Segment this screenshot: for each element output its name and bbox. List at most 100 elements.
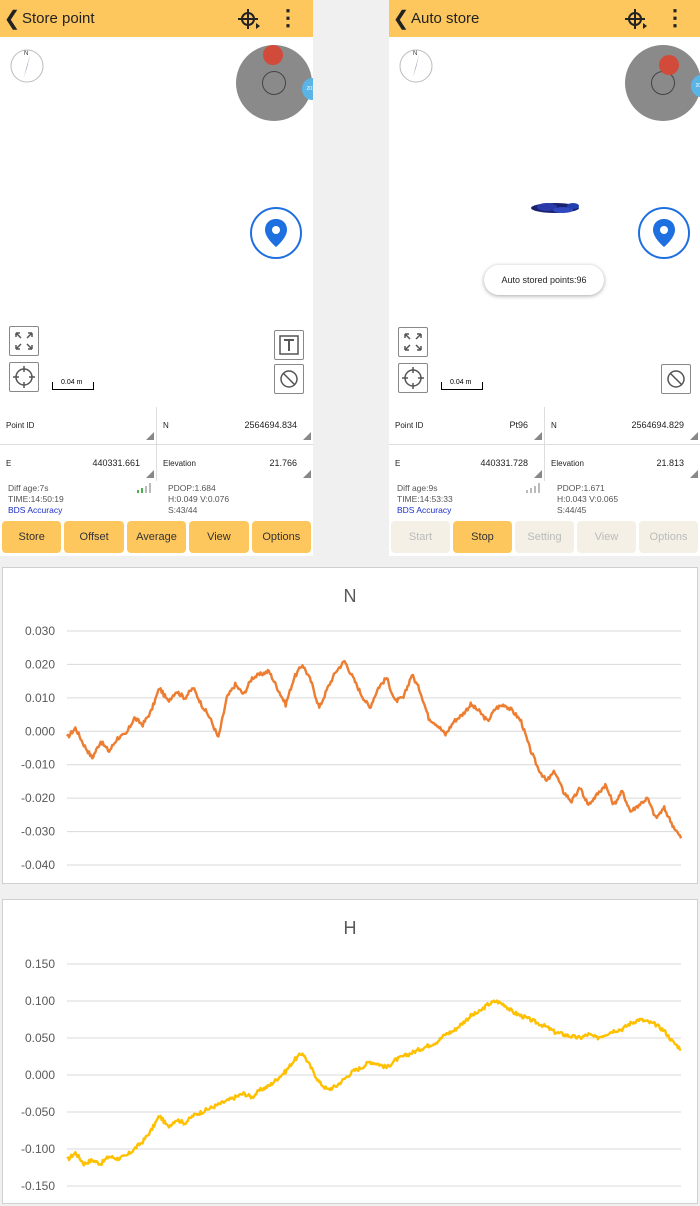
map-scale-bar: 0.04 m xyxy=(52,379,94,390)
zoom-extent-icon xyxy=(404,333,422,351)
setting-button[interactable]: Setting xyxy=(515,521,574,553)
satellites: S:44/45 xyxy=(557,505,587,515)
text-icon xyxy=(279,335,299,355)
locate-button[interactable] xyxy=(638,207,690,259)
field-corner-icon xyxy=(534,432,542,440)
field-value: 2564694.834 xyxy=(244,420,297,430)
status-panel: Diff age:7s TIME:14:50:19 BDS Accuracy P… xyxy=(0,481,313,519)
offset-button[interactable]: Offset xyxy=(64,521,124,553)
scale-label: 0.04 m xyxy=(450,379,472,386)
y-tick-label: 0.050 xyxy=(25,1031,55,1045)
overflow-menu-icon[interactable]: ⋮ xyxy=(277,5,299,30)
elevation-field[interactable]: Elevation 21.813 xyxy=(545,445,700,482)
stored-points-cluster xyxy=(531,203,579,213)
dial-center xyxy=(262,71,286,95)
auto-stored-toast: Auto stored points:96 xyxy=(484,265,604,295)
stop-button[interactable]: Stop xyxy=(453,521,512,553)
chart-h-plot: 0.150 0.100 0.050 0.000 -0.050 -0.100 -0.150 xyxy=(21,957,682,1193)
view-button[interactable]: View xyxy=(577,521,636,553)
store-button[interactable]: Store xyxy=(2,521,62,553)
y-tick-label: 0.030 xyxy=(25,624,55,638)
y-tick-label: 0.150 xyxy=(25,957,55,971)
bds-accuracy: BDS Accuracy xyxy=(397,505,452,515)
overflow-menu-icon[interactable]: ⋮ xyxy=(664,5,686,30)
center-button[interactable] xyxy=(9,362,39,392)
app-bar: ❮ Auto store ⋮ xyxy=(389,0,700,37)
field-corner-icon xyxy=(534,470,542,478)
y-tick-label: -0.020 xyxy=(21,791,55,805)
auto-store-screen: ❮ Auto store ⋮ N 2016 Auto stored points… xyxy=(389,0,700,556)
back-icon[interactable]: ❮ xyxy=(3,8,21,30)
easting-field[interactable]: E 440331.661 xyxy=(0,445,156,482)
northing-field[interactable]: N 2564694.829 xyxy=(545,407,700,444)
coordinate-grid: Point ID Pt96 N 2564694.829 E 440331.728 El… xyxy=(389,407,700,482)
center-button[interactable] xyxy=(398,363,428,393)
field-corner-icon xyxy=(146,470,154,478)
field-label: Point ID xyxy=(395,421,424,430)
hv-precision: H:0.049 V:0.076 xyxy=(168,494,230,504)
satellites: S:43/44 xyxy=(168,505,198,515)
field-label: N xyxy=(551,421,557,430)
field-value: 440331.661 xyxy=(92,458,140,468)
dial-center xyxy=(651,71,675,95)
dial-red-marker xyxy=(263,45,283,65)
point-id-field[interactable]: Point ID xyxy=(0,407,156,444)
chart-n: N 0.030 0.020 0.010 0.000 -0.010 -0.020 -0.030… xyxy=(2,567,698,884)
time: TIME:14:53:33 xyxy=(397,494,453,504)
text-toggle-button[interactable] xyxy=(274,330,304,360)
signal-icon xyxy=(526,483,540,493)
crosshair-target-icon[interactable] xyxy=(237,7,261,31)
average-button[interactable]: Average xyxy=(126,521,187,553)
dial-blue-marker: 2016 xyxy=(302,78,313,100)
field-label: N xyxy=(163,421,169,430)
coordinate-grid: Point ID N 2564694.834 E 440331.661 Elevat… xyxy=(0,407,313,482)
y-tick-label: -0.150 xyxy=(21,1179,55,1193)
field-label: Point ID xyxy=(6,421,35,430)
field-value: Pt96 xyxy=(509,420,528,430)
zoom-extent-button[interactable] xyxy=(9,326,39,356)
zoom-extent-button[interactable] xyxy=(398,327,428,357)
diff-age: Diff age:7s xyxy=(8,483,49,493)
field-value: 440331.728 xyxy=(480,458,528,468)
status-panel: Diff age:9s TIME:14:53:33 BDS Accuracy P… xyxy=(389,481,700,519)
locate-button[interactable] xyxy=(250,207,302,259)
options-button[interactable]: Options xyxy=(639,521,698,553)
crosshair-target-icon[interactable] xyxy=(624,7,648,31)
dial-blue-marker: 2016 xyxy=(691,75,700,97)
field-value: 2564694.829 xyxy=(631,420,684,430)
zoom-extent-icon xyxy=(15,332,33,350)
store-point-screen: ❮ Store point ⋮ N 2016 0.04 m Point ID N… xyxy=(0,0,313,556)
layer-off-icon xyxy=(280,370,298,388)
northing-field[interactable]: N 2564694.834 xyxy=(157,407,313,444)
y-tick-label: 0.020 xyxy=(25,657,55,671)
compass-icon[interactable]: N xyxy=(397,47,435,85)
center-icon xyxy=(402,367,424,389)
field-value: 21.813 xyxy=(656,458,684,468)
chart-title: H xyxy=(343,918,357,938)
elevation-field[interactable]: Elevation 21.766 xyxy=(157,445,313,482)
compass-icon[interactable]: N xyxy=(8,47,46,85)
map-view[interactable]: N 2016 Auto stored points:96 0.04 m xyxy=(389,37,700,407)
view-button[interactable]: View xyxy=(189,521,249,553)
y-tick-label: 0.100 xyxy=(25,994,55,1008)
options-button[interactable]: Options xyxy=(251,521,312,553)
hv-precision: H:0.043 V:0.065 xyxy=(557,494,619,504)
pdop: PDOP:1.671 xyxy=(557,483,605,493)
map-view[interactable]: N 2016 0.04 m xyxy=(0,37,313,407)
svg-text:N: N xyxy=(413,51,417,57)
layer-off-button[interactable] xyxy=(661,364,691,394)
diff-age: Diff age:9s xyxy=(397,483,438,493)
point-id-field[interactable]: Point ID Pt96 xyxy=(389,407,544,444)
field-corner-icon xyxy=(690,432,698,440)
easting-field[interactable]: E 440331.728 xyxy=(389,445,544,482)
y-tick-label: -0.010 xyxy=(21,758,55,772)
location-pin-icon xyxy=(653,219,675,247)
back-icon[interactable]: ❮ xyxy=(392,8,410,30)
dial-red-marker xyxy=(659,55,679,75)
series-line xyxy=(66,659,581,804)
start-button[interactable]: Start xyxy=(391,521,450,553)
field-corner-icon xyxy=(690,470,698,478)
field-label: Elevation xyxy=(163,459,196,468)
layer-off-button[interactable] xyxy=(274,364,304,394)
series-line xyxy=(579,782,683,839)
